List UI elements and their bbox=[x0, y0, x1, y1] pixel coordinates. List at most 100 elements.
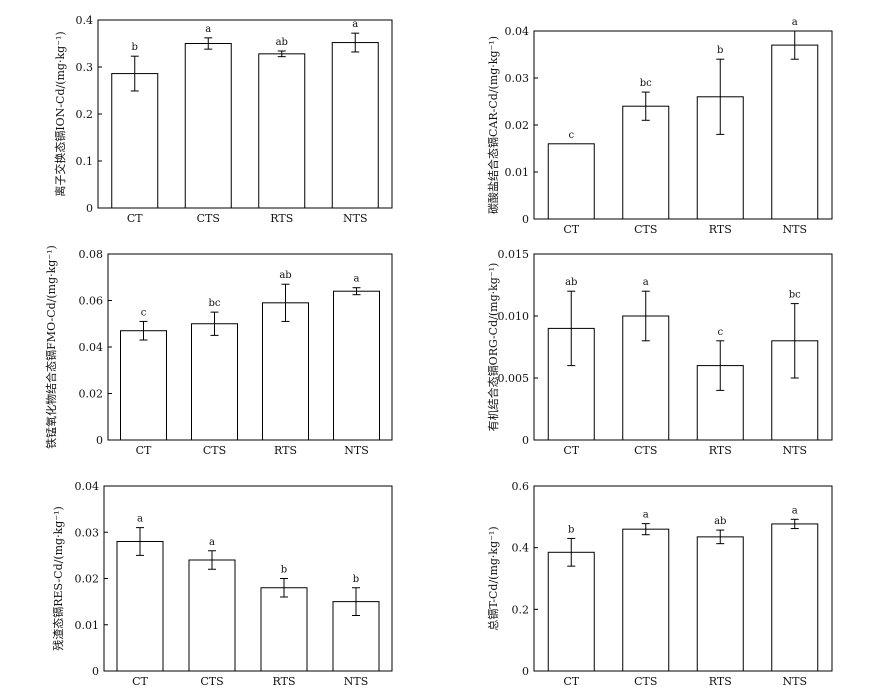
significance-letter: c bbox=[717, 327, 723, 338]
y-tick-label: 0.02 bbox=[75, 573, 100, 586]
x-tick-label: CT bbox=[127, 212, 143, 225]
significance-letter: b bbox=[568, 524, 574, 535]
significance-letter: a bbox=[137, 514, 143, 525]
significance-letter: a bbox=[643, 510, 649, 521]
bar-ct bbox=[547, 143, 595, 220]
significance-letter: a bbox=[352, 19, 358, 30]
x-tick-label: RTS bbox=[709, 444, 732, 457]
chart-panel-2: 0 0.01 0.02 0.03 0.04 碳酸盐结合态镉CAR-Cd/(mg·kg⁻¹)… bbox=[486, 17, 833, 236]
chart-panel-6: 0 0.2 0.4 0.6 总镉T-Cd/(mg·kg⁻¹) b CT a CTS ab RTS a N… bbox=[486, 480, 833, 688]
y-tick-label: 0.3 bbox=[76, 61, 94, 74]
bar-nts bbox=[331, 42, 379, 209]
y-axis-label: 离子交换态镉ION-Cd/(mg·kg⁻¹) bbox=[53, 31, 67, 196]
bar-cts bbox=[622, 105, 670, 220]
y-axis-label: 总镉T-Cd/(mg·kg⁻¹) bbox=[486, 526, 500, 630]
chart-panel-3: 0 0.02 0.04 0.06 0.08 铁锰氧化物结合态镉FMO-Cd/(mg·kg⁻… bbox=[44, 245, 393, 457]
significance-letter: ab bbox=[565, 277, 577, 288]
y-tick-label: 0 bbox=[96, 434, 103, 447]
y-tick-label: 0.1 bbox=[76, 155, 94, 168]
x-tick-label: CT bbox=[132, 675, 148, 688]
bar-rts bbox=[260, 587, 308, 672]
y-tick-label: 0.08 bbox=[79, 248, 104, 261]
x-tick-label: NTS bbox=[344, 675, 369, 688]
significance-letter: a bbox=[209, 537, 215, 548]
bar-rts bbox=[262, 302, 309, 441]
x-tick-label: RTS bbox=[273, 675, 296, 688]
y-tick-label: 0.6 bbox=[512, 480, 530, 493]
significance-letter: c bbox=[568, 130, 574, 141]
y-tick-label: 0.010 bbox=[498, 310, 530, 323]
y-tick-label: 0.005 bbox=[498, 372, 530, 385]
x-tick-label: CTS bbox=[634, 675, 657, 688]
significance-letter: a bbox=[354, 274, 360, 285]
y-tick-label: 0.015 bbox=[498, 248, 530, 261]
y-tick-label: 0.04 bbox=[75, 480, 100, 493]
x-tick-label: CT bbox=[563, 223, 579, 236]
x-tick-label: RTS bbox=[709, 223, 732, 236]
y-tick-label: 0.4 bbox=[512, 542, 530, 555]
bar-cts bbox=[188, 559, 236, 672]
significance-letter: a bbox=[643, 277, 649, 288]
significance-letter: b bbox=[717, 45, 723, 56]
y-tick-label: 0 bbox=[92, 665, 99, 678]
bar-rts bbox=[696, 536, 744, 672]
significance-letter: b bbox=[281, 565, 287, 576]
significance-letter: ab bbox=[276, 37, 288, 48]
y-tick-label: 0.03 bbox=[75, 526, 100, 539]
bar-nts bbox=[771, 523, 819, 672]
x-tick-label: CTS bbox=[634, 223, 657, 236]
significance-letter: bc bbox=[640, 78, 652, 89]
y-axis-label: 有机结合态镉ORG-Cd/(mg·kg⁻¹) bbox=[486, 263, 500, 432]
y-tick-label: 0.04 bbox=[505, 25, 530, 38]
y-tick-label: 0.2 bbox=[512, 603, 530, 616]
x-tick-label: NTS bbox=[783, 675, 808, 688]
x-tick-label: NTS bbox=[783, 444, 808, 457]
x-tick-label: RTS bbox=[270, 212, 293, 225]
x-tick-label: CTS bbox=[200, 675, 223, 688]
bar-ct bbox=[120, 330, 167, 441]
x-tick-label: CT bbox=[563, 444, 579, 457]
chart-panel-5: 0 0.01 0.02 0.03 0.04 残渣态镉RES-Cd/(mg·kg⁻¹) a CT… bbox=[51, 480, 393, 688]
significance-letter: a bbox=[792, 17, 798, 28]
chart-panel-1: 0 0.1 0.2 0.3 0.4 离子交换态镉ION-Cd/(mg·kg⁻¹) b CT a C… bbox=[53, 14, 393, 225]
bar-cts bbox=[184, 43, 232, 209]
significance-letter: a bbox=[792, 505, 798, 516]
y-tick-label: 0.2 bbox=[76, 108, 94, 121]
significance-letter: b bbox=[132, 42, 138, 53]
y-tick-label: 0.01 bbox=[75, 619, 100, 632]
bar-rts bbox=[258, 53, 306, 209]
x-tick-label: CT bbox=[136, 444, 152, 457]
y-tick-label: 0.03 bbox=[505, 72, 530, 85]
x-tick-label: CTS bbox=[197, 212, 220, 225]
y-tick-label: 0.04 bbox=[79, 341, 104, 354]
x-tick-label: CTS bbox=[634, 444, 657, 457]
significance-letter: ab bbox=[279, 270, 291, 281]
significance-letter: b bbox=[353, 574, 359, 585]
y-tick-label: 0 bbox=[86, 202, 93, 215]
bar-cts bbox=[622, 528, 670, 672]
significance-letter: ab bbox=[714, 516, 726, 527]
significance-letter: bc bbox=[789, 290, 801, 301]
x-tick-label: CT bbox=[563, 675, 579, 688]
bar-ct bbox=[116, 541, 164, 672]
y-tick-label: 0 bbox=[522, 434, 529, 447]
significance-letter: a bbox=[205, 24, 211, 35]
x-tick-label: NTS bbox=[783, 223, 808, 236]
x-tick-label: CTS bbox=[203, 444, 226, 457]
significance-letter: bc bbox=[208, 298, 220, 309]
y-tick-label: 0 bbox=[522, 665, 529, 678]
y-tick-label: 0.02 bbox=[79, 388, 104, 401]
y-axis-label: 碳酸盐结合态镉CAR-Cd/(mg·kg⁻¹) bbox=[486, 36, 500, 214]
bar-nts bbox=[771, 44, 819, 220]
bar-ct bbox=[547, 551, 595, 672]
bar-cts bbox=[191, 323, 238, 441]
x-tick-label: NTS bbox=[343, 212, 368, 225]
x-tick-label: RTS bbox=[709, 675, 732, 688]
y-tick-label: 0.4 bbox=[76, 14, 94, 27]
x-tick-label: NTS bbox=[344, 444, 369, 457]
bar-ct bbox=[111, 73, 159, 209]
y-tick-label: 0 bbox=[522, 213, 529, 226]
plot-frame bbox=[533, 253, 833, 441]
significance-letter: c bbox=[141, 307, 147, 318]
